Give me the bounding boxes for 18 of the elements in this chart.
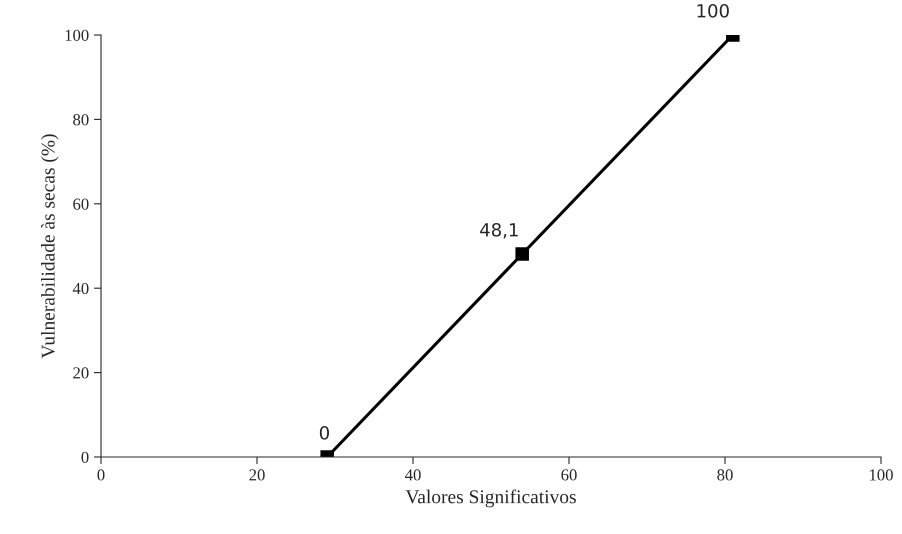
data-label: 48,1: [480, 222, 518, 238]
x-tick-label: 20: [249, 469, 265, 481]
x-axis-title: Valores Significativos: [406, 489, 576, 508]
y-tick-label: 40: [72, 282, 89, 294]
data-label: 100: [698, 4, 729, 18]
x-tick-label: 40: [404, 469, 421, 481]
y-tick-label: 0: [81, 452, 89, 463]
x-tick-label: 60: [561, 469, 577, 481]
data-label: 0: [320, 426, 329, 440]
y-tick-label: 100: [66, 30, 89, 41]
point: [515, 247, 529, 261]
y-tick-label: 60: [73, 198, 89, 210]
y-tick-label: 80: [73, 114, 89, 126]
x-tick-label: 100: [870, 469, 893, 481]
y-axis-title: Vulnerabilidade às secas (%): [40, 134, 59, 358]
x-tick-label: 80: [717, 469, 733, 481]
y-tick-label: 20: [73, 367, 89, 379]
x-tick-label: 0: [97, 469, 105, 481]
